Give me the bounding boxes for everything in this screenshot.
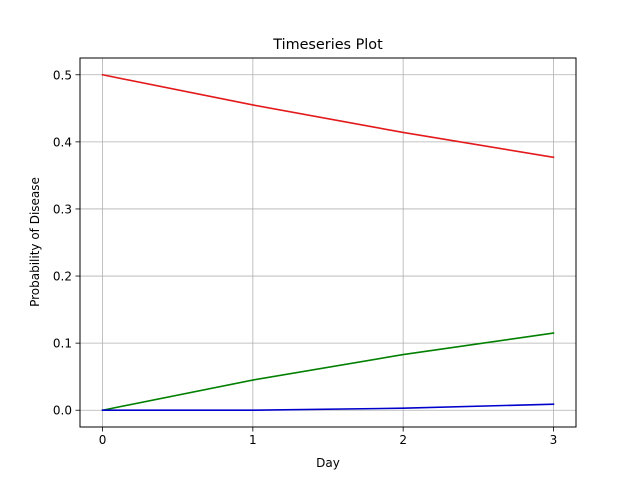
x-tick-label: 3 <box>550 433 558 447</box>
y-tick-label: 0.0 <box>53 404 72 418</box>
x-axis-label: Day <box>316 456 340 470</box>
plot-frame <box>79 57 577 428</box>
chart-title: Timeseries Plot <box>272 37 383 53</box>
series-line-2 <box>101 332 555 412</box>
y-tick-label: 0.4 <box>53 135 72 149</box>
axis-ticks: 0 1 2 3 0.0 0.1 0.2 0.3 0.4 0.5 <box>53 68 557 447</box>
series-line-3 <box>101 403 555 412</box>
x-tick-label: 2 <box>399 433 407 447</box>
y-tick-label: 0.5 <box>53 68 72 82</box>
y-tick-label: 0.2 <box>53 270 72 284</box>
x-tick-label: 1 <box>249 433 257 447</box>
series-lines <box>101 73 555 412</box>
y-axis-label: Probability of Disease <box>28 177 42 307</box>
x-tick-label: 0 <box>99 433 107 447</box>
y-tick-label: 0.1 <box>53 337 72 351</box>
series-line-1 <box>101 73 555 159</box>
y-tick-label: 0.3 <box>53 202 72 216</box>
